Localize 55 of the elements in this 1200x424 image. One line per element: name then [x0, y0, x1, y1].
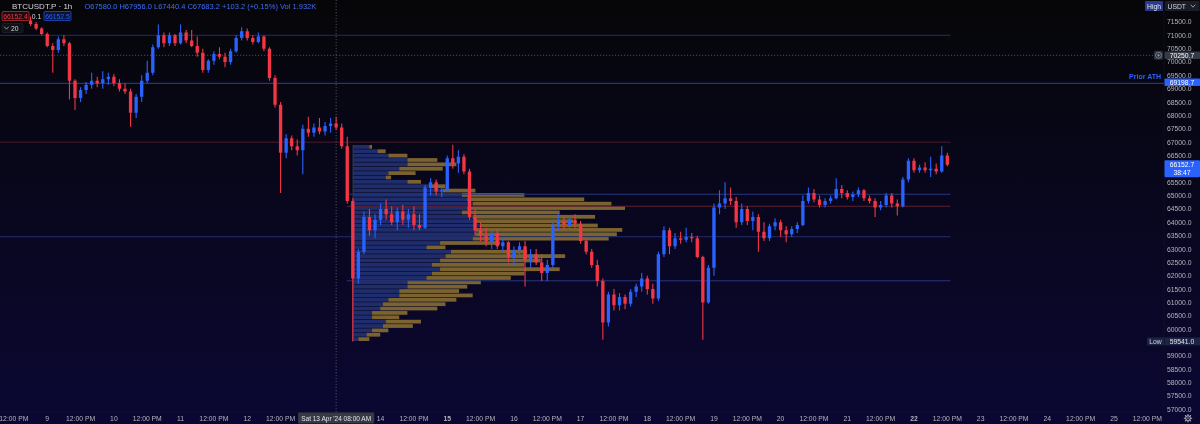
candlestick — [723, 182, 727, 209]
chart-title: BTCUSDT.P · 1h — [12, 2, 73, 11]
bar — [407, 179, 421, 184]
candlestick — [373, 214, 377, 239]
candlestick — [851, 191, 855, 201]
candlestick — [623, 294, 627, 310]
candlestick — [434, 179, 438, 196]
candlestick — [823, 198, 827, 208]
candlestick — [573, 214, 577, 228]
candlestick — [262, 35, 266, 52]
candlestick — [812, 188, 816, 203]
bar — [353, 162, 408, 167]
candlestick — [873, 198, 877, 217]
bar — [353, 319, 386, 324]
candlestick — [912, 158, 916, 173]
bar — [377, 149, 386, 154]
candlestick — [862, 188, 866, 201]
candlestick — [512, 246, 516, 266]
candlestick — [284, 134, 288, 159]
candlestick — [34, 21, 38, 30]
candlestick — [612, 289, 616, 311]
candlestick — [534, 249, 538, 266]
candlestick — [423, 184, 427, 229]
bar — [353, 267, 441, 272]
candlestick — [73, 79, 77, 111]
candlestick — [212, 51, 216, 65]
bar — [353, 236, 473, 241]
candlestick — [362, 211, 366, 255]
bar — [369, 145, 373, 149]
bar — [353, 324, 383, 328]
candlestick — [323, 122, 327, 136]
candlestick — [712, 203, 716, 276]
candlestick — [223, 52, 227, 68]
candlestick — [673, 232, 677, 250]
bar — [475, 228, 623, 232]
candlestick — [273, 75, 277, 108]
candlestick — [412, 206, 416, 231]
candlestick — [312, 123, 316, 137]
bar — [353, 158, 408, 162]
bar — [353, 201, 473, 206]
bar — [353, 232, 476, 237]
candlestick — [701, 255, 705, 340]
candlestick — [462, 154, 466, 175]
candlestick — [173, 33, 177, 46]
candlestick — [662, 226, 666, 258]
candlestick — [762, 222, 766, 241]
candlestick — [123, 83, 127, 95]
bar — [353, 284, 408, 289]
candlestick — [601, 278, 605, 340]
bar — [353, 249, 451, 254]
candlestick — [62, 35, 66, 46]
candlestick — [184, 29, 188, 44]
candlestick — [473, 208, 477, 236]
candlestick — [523, 241, 527, 287]
candlestick — [134, 94, 138, 119]
